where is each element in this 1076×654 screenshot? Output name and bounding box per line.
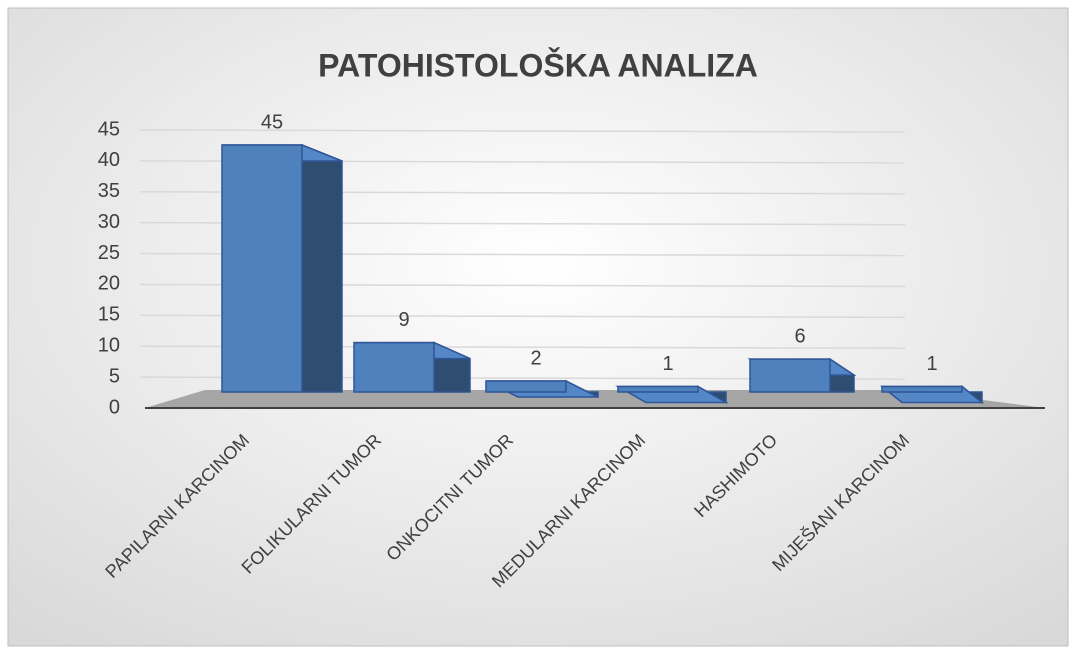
data-label: 1 xyxy=(926,353,937,375)
y-tick-label: 35 xyxy=(98,180,120,202)
bar xyxy=(879,384,985,405)
y-tick-label: 45 xyxy=(98,118,120,140)
data-label: 2 xyxy=(530,347,541,369)
bar xyxy=(615,385,729,404)
floor xyxy=(145,390,1045,408)
y-tick-label: 15 xyxy=(98,304,120,326)
y-tick-label: 0 xyxy=(109,396,120,418)
data-label: 45 xyxy=(261,111,283,133)
y-tick-label: 10 xyxy=(98,335,120,357)
bar-front xyxy=(353,341,435,393)
bar-front xyxy=(749,358,831,393)
bar xyxy=(485,379,599,399)
bar-front xyxy=(617,385,699,393)
data-label: 1 xyxy=(662,353,673,375)
data-label: 9 xyxy=(398,309,409,331)
bar-front xyxy=(485,380,567,393)
y-tick-label: 30 xyxy=(98,211,120,233)
bar xyxy=(221,143,343,393)
bar-front xyxy=(881,385,963,393)
bar-side xyxy=(301,143,343,393)
y-tick-label: 25 xyxy=(98,242,120,264)
y-tick-label: 5 xyxy=(109,365,120,387)
chart-background xyxy=(7,7,1069,647)
y-tick-label: 20 xyxy=(98,273,120,295)
data-label: 6 xyxy=(794,325,805,347)
y-tick-label: 40 xyxy=(98,149,120,171)
chart-title: PATOHISTOLOŠKA ANALIZA xyxy=(318,47,758,83)
grid-line xyxy=(139,129,906,133)
bar-front xyxy=(221,144,303,393)
bar xyxy=(747,357,857,393)
bar xyxy=(353,341,471,393)
